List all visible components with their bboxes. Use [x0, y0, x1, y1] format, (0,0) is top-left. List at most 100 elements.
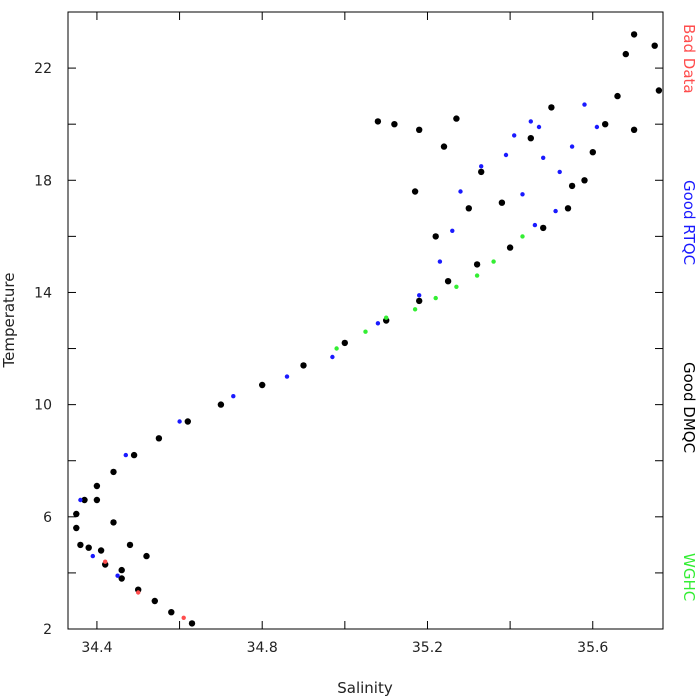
plot-frame	[67, 11, 664, 630]
point-good-dmqc-30	[622, 50, 629, 58]
point-good-dmqc-39	[498, 199, 506, 206]
point-good-dmqc-48	[126, 541, 134, 549]
point-good-dmqc-18	[341, 339, 348, 347]
y-tick-label: 22	[34, 61, 52, 77]
point-good-dmqc-1	[168, 609, 175, 616]
point-good-dmqc-45	[416, 126, 423, 133]
x-tick-label: 35.2	[412, 640, 443, 656]
point-good-dmqc-27	[589, 149, 596, 156]
point-good-dmqc-51	[93, 496, 101, 504]
point-good-rtqc-9	[417, 293, 422, 298]
point-good-dmqc-49	[143, 552, 150, 560]
point-wghc-0	[384, 315, 389, 320]
y-tick-label: 6	[43, 510, 52, 526]
x-tick-label: 34.4	[81, 640, 112, 656]
point-good-dmqc-2	[151, 597, 158, 605]
x-axis-title: Salinity	[337, 679, 393, 697]
point-good-rtqc-19	[569, 144, 575, 149]
point-good-dmqc-34	[630, 126, 638, 133]
x-tick-label: 34.8	[247, 640, 278, 656]
x-axis-ticks: 34.4 34.8 35.2 35.6	[81, 12, 608, 656]
point-good-dmqc-9	[81, 496, 88, 504]
point-wghc-6	[363, 329, 368, 334]
point-good-rtqc-15	[520, 192, 525, 197]
x-tick-label: 35.6	[577, 640, 608, 656]
point-good-rtqc-8	[375, 321, 381, 326]
point-good-dmqc-10	[93, 482, 101, 490]
point-good-dmqc-6	[85, 544, 92, 551]
point-bad-data-1	[136, 590, 141, 595]
point-good-dmqc-7	[73, 524, 80, 532]
y-tick-label: 14	[34, 285, 52, 301]
point-good-rtqc-17	[541, 155, 546, 160]
point-good-dmqc-11	[110, 468, 117, 476]
point-good-rtqc-22	[532, 222, 538, 228]
point-wghc-2	[433, 295, 438, 301]
point-good-rtqc-25	[557, 169, 562, 175]
y-axis-ticks: 2 6 10 14 18 22	[34, 11, 663, 638]
point-good-dmqc-46	[411, 188, 419, 195]
point-good-dmqc-17	[300, 362, 307, 369]
point-good-dmqc-43	[374, 118, 382, 125]
point-good-dmqc-42	[568, 182, 576, 190]
point-good-rtqc-23	[503, 152, 509, 158]
point-good-dmqc-33	[655, 87, 663, 94]
point-good-rtqc-14	[512, 133, 517, 138]
point-good-dmqc-22	[473, 261, 481, 268]
point-good-dmqc-4	[118, 575, 125, 582]
point-good-dmqc-25	[564, 205, 572, 212]
point-good-dmqc-32	[651, 42, 658, 49]
plot-points	[73, 31, 663, 627]
point-wghc-5	[491, 259, 496, 264]
point-good-dmqc-41	[548, 104, 555, 111]
point-good-dmqc-13	[155, 435, 163, 442]
point-good-dmqc-40	[527, 135, 534, 142]
point-good-dmqc-8	[73, 510, 80, 518]
point-good-dmqc-12	[130, 451, 138, 459]
y-tick-label: 10	[34, 398, 52, 414]
point-good-rtqc-7	[330, 354, 335, 360]
legend-entry-good-rtqc: Good RTQC	[680, 180, 698, 265]
point-good-rtqc-10	[437, 259, 443, 264]
point-good-dmqc-0	[188, 620, 196, 627]
point-wghc-3	[454, 284, 459, 289]
point-good-dmqc-20	[416, 297, 423, 305]
point-bad-data-0	[181, 615, 186, 620]
point-good-rtqc-11	[450, 228, 455, 233]
point-good-dmqc-28	[602, 121, 609, 128]
point-good-dmqc-24	[540, 224, 547, 232]
point-good-dmqc-53	[97, 547, 105, 554]
point-good-dmqc-21	[444, 278, 452, 285]
point-wghc-7	[334, 346, 339, 351]
point-good-dmqc-16	[259, 381, 266, 389]
point-good-dmqc-38	[465, 205, 472, 212]
y-tick-label: 18	[34, 173, 52, 189]
point-good-dmqc-23	[506, 244, 514, 251]
point-good-rtqc-5	[231, 394, 236, 399]
point-good-rtqc-0	[78, 497, 83, 503]
point-good-rtqc-3	[123, 452, 128, 458]
point-good-rtqc-24	[536, 124, 542, 130]
point-wghc-8	[520, 234, 525, 239]
y-axis-title: Temperature	[0, 272, 18, 368]
point-good-rtqc-2	[115, 573, 120, 578]
point-good-rtqc-4	[177, 419, 182, 424]
point-good-dmqc-29	[614, 92, 621, 100]
point-good-dmqc-44	[391, 121, 398, 128]
point-good-dmqc-26	[581, 177, 588, 184]
legend: Bad Data Good RTQC Good DMQC WGHC	[680, 24, 698, 601]
point-good-rtqc-12	[458, 189, 463, 194]
point-good-dmqc-54	[118, 566, 125, 574]
point-good-dmqc-37	[478, 168, 485, 176]
point-wghc-1	[412, 307, 418, 312]
point-good-rtqc-21	[594, 124, 600, 130]
point-good-rtqc-16	[528, 119, 533, 124]
legend-entry-wghc: WGHC	[680, 553, 698, 601]
point-good-rtqc-18	[553, 208, 558, 214]
point-good-dmqc-31	[630, 31, 638, 38]
legend-entry-good-dmqc: Good DMQC	[680, 362, 698, 453]
point-good-dmqc-15	[217, 401, 225, 408]
point-good-rtqc-13	[479, 164, 484, 169]
y-tick-label: 2	[43, 622, 52, 638]
